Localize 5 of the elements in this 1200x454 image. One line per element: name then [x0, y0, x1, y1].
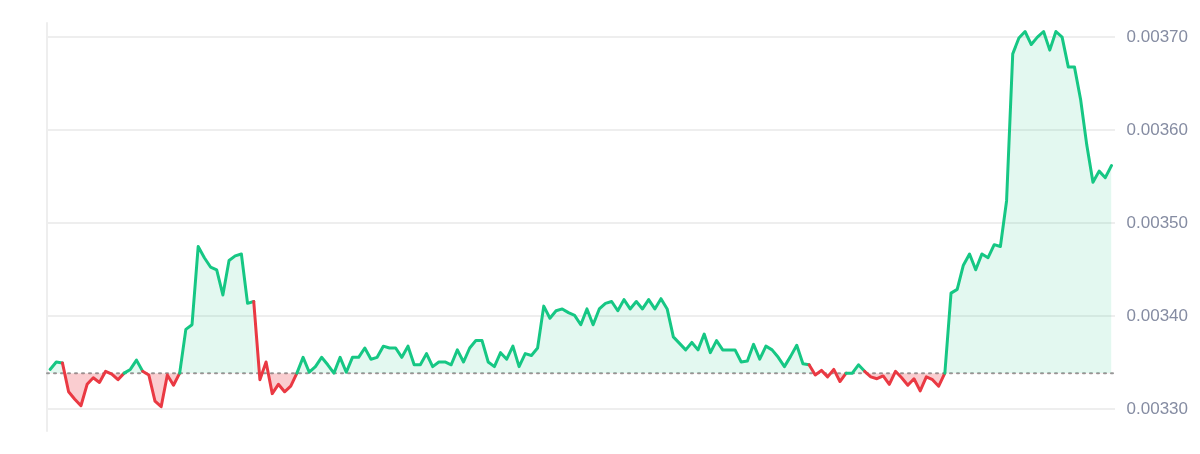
- y-tick-label: 0.00350: [1126, 212, 1188, 232]
- y-tick-label: 0.00340: [1126, 306, 1188, 326]
- y-tick-label: 0.00370: [1126, 26, 1188, 46]
- y-tick-label: 0.00330: [1126, 399, 1188, 419]
- y-tick-label: 0.00360: [1126, 119, 1188, 139]
